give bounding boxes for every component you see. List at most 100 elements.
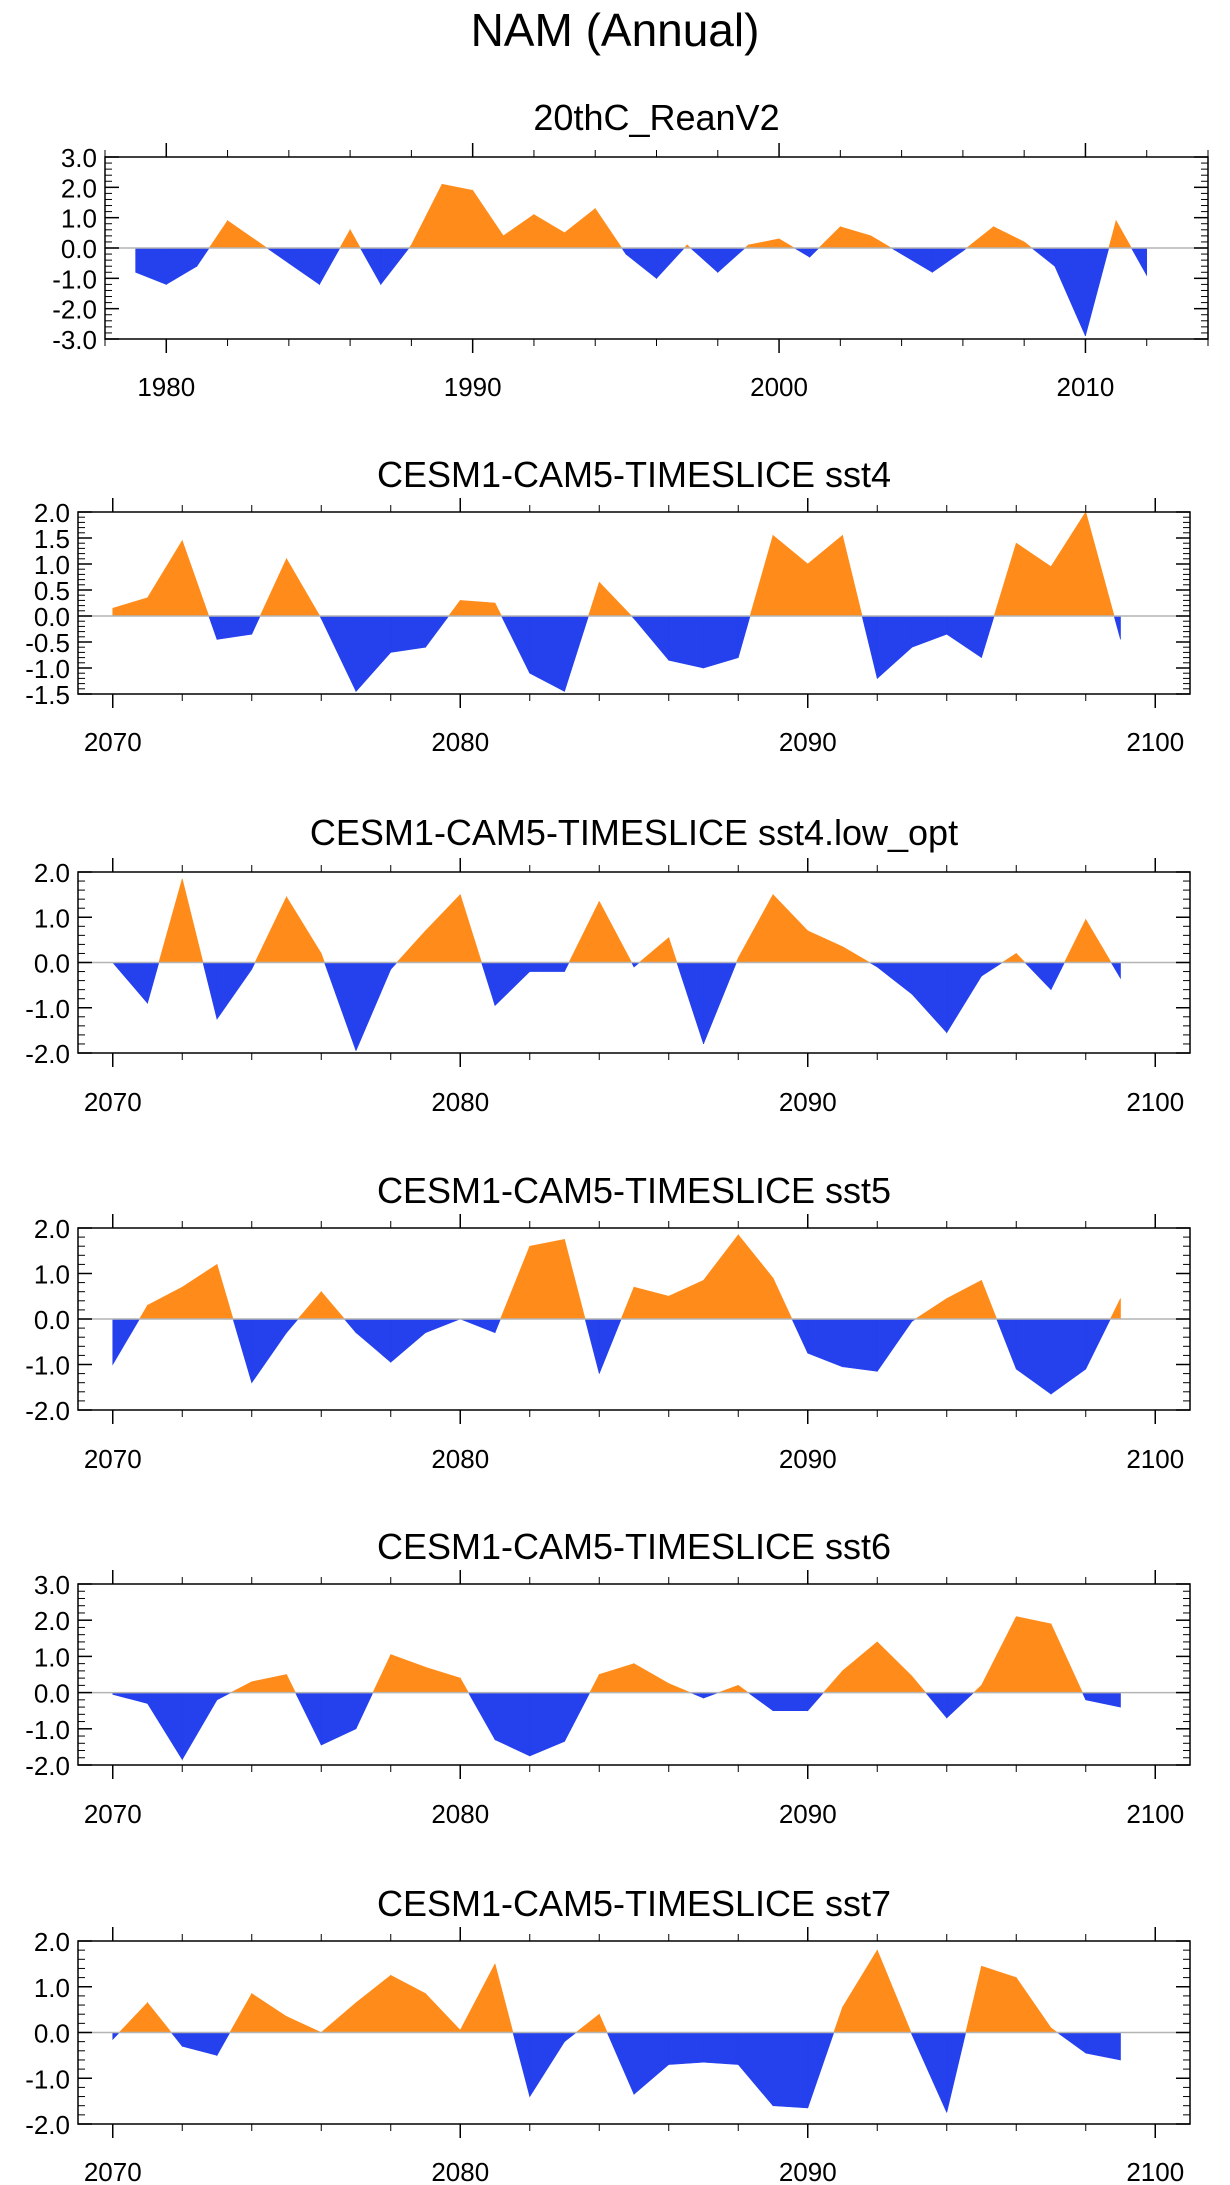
negative-area: [208, 615, 218, 640]
positive-area: [1115, 219, 1132, 249]
negative-area: [529, 615, 565, 692]
positive-area: [772, 1277, 793, 1320]
negative-area: [196, 247, 210, 268]
positive-area: [965, 226, 994, 249]
positive-area: [749, 535, 774, 617]
positive-area: [703, 1233, 739, 1320]
positive-area: [390, 1974, 426, 2033]
positive-area: [1063, 919, 1087, 963]
plot-frame: [77, 1583, 1191, 1766]
negative-area: [425, 615, 450, 649]
positive-area: [668, 1279, 704, 1320]
negative-area: [564, 1692, 591, 1742]
positive-area: [181, 540, 210, 617]
x-tick-label: 2070: [84, 1799, 142, 1829]
y-tick-label: 1.0: [61, 204, 97, 234]
positive-area: [181, 1263, 218, 1320]
x-tick-label: 2010: [1057, 372, 1115, 402]
x-tick-label: 2080: [431, 1087, 489, 1117]
positive-area: [459, 1676, 469, 1693]
negative-area: [135, 247, 167, 285]
negative-area: [703, 1692, 719, 1699]
positive-area: [598, 581, 633, 617]
negative-area: [216, 2032, 231, 2057]
negative-area: [481, 962, 496, 1006]
negative-area: [1050, 962, 1065, 990]
negative-area: [529, 962, 565, 972]
positive-area: [564, 1239, 586, 1320]
negative-area: [676, 962, 704, 1045]
negative-area: [390, 615, 426, 653]
negative-area: [288, 247, 320, 285]
positive-area: [227, 220, 259, 249]
y-tick-label: 0.0: [34, 602, 70, 632]
x-tick-label: 2070: [84, 727, 142, 757]
positive-area: [981, 1280, 998, 1320]
negative-area: [112, 962, 148, 1005]
negative-area: [170, 2032, 183, 2048]
negative-area: [112, 1318, 141, 1366]
negative-area: [890, 247, 902, 255]
negative-area: [703, 962, 737, 1045]
y-tick-label: -1.5: [25, 680, 70, 710]
positive-area: [251, 1674, 287, 1693]
positive-area: [1109, 1298, 1121, 1320]
y-tick-label: 1.0: [34, 1260, 70, 1290]
positive-area: [355, 1974, 392, 2033]
negative-area: [460, 1318, 496, 1334]
negative-area: [807, 2032, 835, 2109]
negative-area: [390, 962, 398, 971]
positive-area: [441, 183, 473, 249]
negative-area: [355, 1692, 374, 1729]
negative-area: [946, 615, 982, 659]
negative-area: [1130, 247, 1148, 277]
positive-area: [112, 597, 148, 617]
positive-area: [494, 602, 502, 617]
positive-area: [216, 1264, 234, 1320]
negative-area: [216, 962, 253, 1021]
positive-area: [390, 1654, 426, 1693]
positive-area: [459, 894, 482, 963]
negative-area: [1030, 247, 1056, 267]
negative-area: [251, 1318, 287, 1384]
negative-area: [564, 962, 570, 972]
negative-area: [147, 962, 160, 1004]
negative-area: [1085, 247, 1110, 337]
y-tick-label: 2.0: [34, 858, 70, 888]
negative-area: [606, 2032, 635, 2095]
x-tick-label: 2080: [431, 727, 489, 757]
negative-area: [931, 247, 964, 273]
x-tick-label: 2070: [84, 1087, 142, 1117]
positive-area: [147, 2001, 172, 2033]
positive-area: [118, 2002, 148, 2033]
positive-area: [320, 1290, 346, 1320]
negative-area: [946, 962, 982, 1034]
negative-area: [467, 1692, 496, 1741]
negative-area: [842, 1318, 878, 1372]
negative-area: [529, 2032, 565, 2098]
positive-area: [594, 207, 623, 249]
positive-area: [1085, 511, 1115, 617]
positive-area: [564, 207, 596, 249]
negative-area: [1085, 2032, 1121, 2061]
positive-area: [503, 214, 535, 249]
chart-title: CESM1-CAM5-TIMESLICE sst4.low_opt: [310, 812, 958, 853]
positive-area: [472, 189, 504, 249]
positive-area: [1108, 220, 1117, 249]
positive-area: [772, 893, 809, 963]
positive-area: [425, 893, 461, 963]
positive-area: [229, 1992, 253, 2033]
negative-area: [112, 2032, 120, 2041]
positive-area: [737, 1233, 774, 1320]
x-tick-label: 2070: [84, 2157, 142, 2185]
positive-area: [320, 2002, 357, 2033]
x-tick-label: 2090: [779, 1799, 837, 1829]
plot-frame: [77, 511, 1191, 695]
positive-area: [842, 535, 863, 617]
negative-area: [494, 1318, 501, 1333]
positive-area: [668, 1683, 691, 1693]
negative-area: [911, 2032, 948, 2113]
positive-area: [748, 238, 780, 249]
negative-area: [1081, 1692, 1087, 1700]
positive-area: [965, 1966, 982, 2033]
